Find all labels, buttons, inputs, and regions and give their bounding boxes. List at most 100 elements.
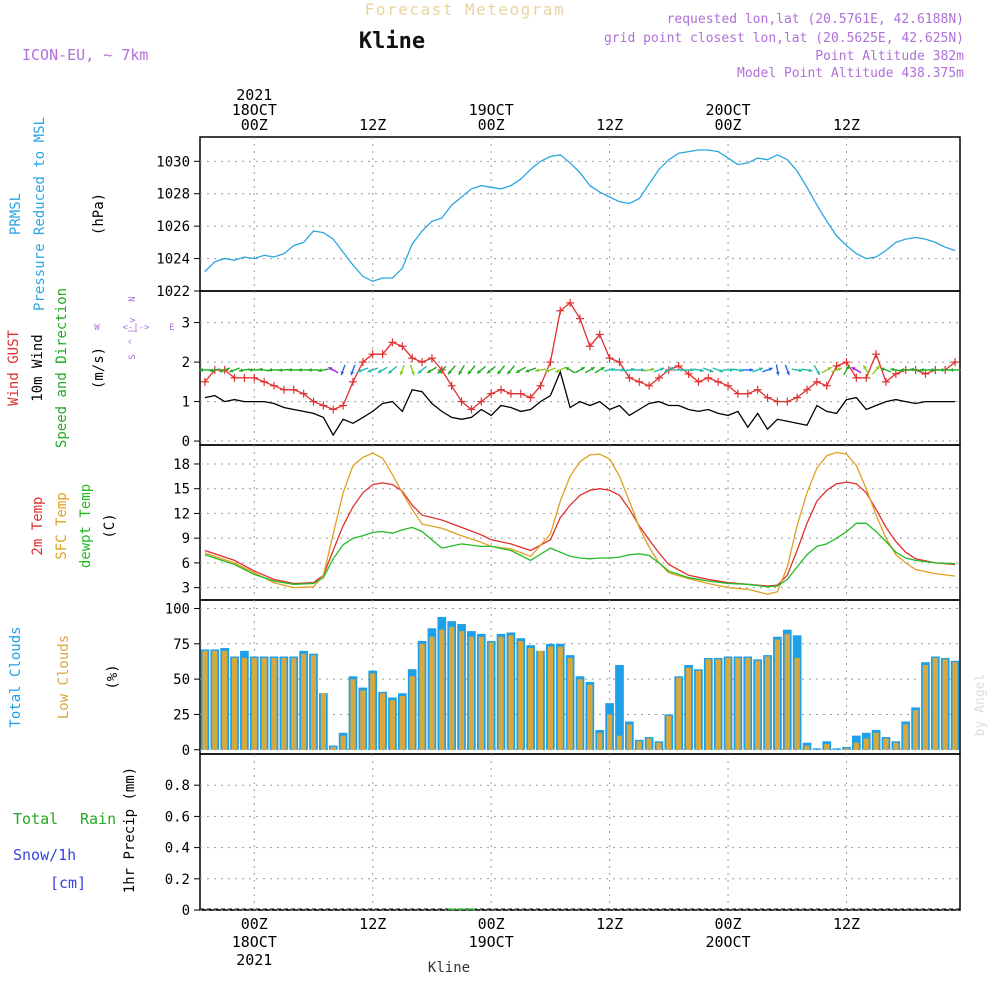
wind-arrow-head xyxy=(929,368,934,372)
wind-direction-arrow xyxy=(417,365,427,375)
wind-arrow-head xyxy=(417,369,422,374)
wind-ytick-label: 3 xyxy=(182,316,190,332)
gust-marker xyxy=(358,358,367,367)
wind-direction-arrow xyxy=(467,365,476,375)
low-cloud-bar xyxy=(685,667,692,750)
gust-marker xyxy=(921,369,930,378)
time-label-bottom: 19OCT xyxy=(469,933,514,951)
gust-marker xyxy=(457,397,466,406)
low-cloud-bar xyxy=(439,629,445,750)
wind-label-10m: 10m Wind xyxy=(30,334,46,401)
wind-arrow-head xyxy=(786,371,790,376)
gust-marker xyxy=(418,358,427,367)
pressure-label-prmsl: PRMSL xyxy=(8,193,24,235)
wind-arrow-head xyxy=(448,370,452,375)
wind-arrow-head xyxy=(749,368,754,372)
precip-ytick-label: 0.8 xyxy=(165,778,190,794)
wind-direction-arrow xyxy=(248,368,260,372)
wind-direction-arrow xyxy=(308,368,320,372)
wind-direction-arrow xyxy=(594,366,605,374)
pressure-ytick-label: 1028 xyxy=(156,187,190,203)
gust-marker xyxy=(497,385,506,394)
point-altitude: Point Altitude 382m xyxy=(815,49,964,64)
wind-direction-arrow xyxy=(350,364,356,376)
wind-arrow-head xyxy=(669,367,674,371)
wind-arrow-head xyxy=(650,367,655,372)
gust-marker xyxy=(348,377,357,386)
wind-arrow-head xyxy=(880,367,885,372)
wind-arrow-head xyxy=(939,368,944,372)
wind-direction-arrow xyxy=(554,367,566,373)
wind-direction-arrow xyxy=(653,367,665,373)
time-label-top: 2021 xyxy=(236,86,272,104)
low-cloud-bar xyxy=(577,679,583,750)
gust-marker xyxy=(477,397,486,406)
low-cloud-bar xyxy=(251,657,257,750)
wind-arrow-head xyxy=(910,367,914,372)
gust-marker xyxy=(852,373,861,382)
model-altitude: Model Point Altitude 438.375m xyxy=(737,66,964,81)
wind-arrow-head xyxy=(890,367,895,372)
low-cloud-bar xyxy=(676,677,682,750)
wind-direction-arrow xyxy=(437,365,447,375)
low-cloud-bar xyxy=(320,693,326,750)
wind-arrow-head xyxy=(590,367,595,371)
wind-direction-arrow xyxy=(458,364,465,376)
low-cloud-bar xyxy=(202,650,208,750)
wind-ytick-label: 1 xyxy=(182,395,190,411)
temp-label-2m: 2m Temp xyxy=(30,496,46,555)
wind-arrow-head xyxy=(719,368,724,373)
low-cloud-bar xyxy=(942,659,948,750)
wind-arrow-head xyxy=(248,368,253,372)
gust-marker xyxy=(388,338,397,347)
clouds-unit: (%) xyxy=(105,664,121,689)
wind-direction-arrow xyxy=(831,367,843,373)
wind-arrow-head xyxy=(680,368,685,372)
gust-marker xyxy=(733,389,742,398)
low-cloud-bar xyxy=(903,724,909,750)
wind-arrow-head xyxy=(340,371,345,376)
low-cloud-bar xyxy=(222,650,228,750)
temp-label-dewpt: dewpt Temp xyxy=(78,484,94,568)
low-cloud-bar xyxy=(340,735,346,750)
wind-arrow-head xyxy=(427,369,432,373)
low-cloud-bar xyxy=(607,714,613,750)
low-cloud-bar xyxy=(587,684,593,750)
low-cloud-bar xyxy=(912,710,919,750)
low-cloud-bar xyxy=(883,738,889,750)
low-cloud-bar xyxy=(212,650,218,750)
low-cloud-bar xyxy=(784,633,790,750)
wind-direction-arrow xyxy=(633,368,645,372)
time-label-top: 12Z xyxy=(359,116,386,134)
clouds-ytick-label: 0 xyxy=(182,743,190,759)
gust-marker xyxy=(694,377,703,386)
gust-marker xyxy=(753,385,762,394)
compass-ns-axis: ^ | v xyxy=(128,317,138,344)
wind-arrow-head xyxy=(507,370,512,375)
gust-marker xyxy=(832,362,841,371)
gust-marker xyxy=(427,354,436,363)
total-cloud-bar xyxy=(832,748,841,750)
wind-label-speed: Speed and Direction xyxy=(54,288,70,448)
wind-arrow-head xyxy=(900,368,904,372)
pressure-ytick-label: 1030 xyxy=(156,154,190,170)
wind-arrow-head xyxy=(621,368,625,372)
wind-direction-arrow xyxy=(298,368,310,372)
low-cloud-bar xyxy=(557,646,563,750)
compass-rose: N ^ | v S W <-|-> E xyxy=(94,296,174,359)
wind-direction-arrow xyxy=(317,368,329,373)
gust-marker xyxy=(724,381,733,390)
wind-direction-arrow xyxy=(268,368,280,372)
wind-direction-arrow xyxy=(565,366,576,374)
time-label-bottom: 00Z xyxy=(715,915,742,933)
temperature-line-sfc-temp xyxy=(204,451,956,595)
clouds-ytick-label: 50 xyxy=(173,672,190,688)
time-label-top: 19OCT xyxy=(469,101,514,119)
gust-marker xyxy=(368,350,377,359)
wind-direction-arrow xyxy=(613,368,625,372)
wind-direction-arrow xyxy=(534,368,547,373)
temperature-ytick-label: 3 xyxy=(182,581,190,597)
gust-marker xyxy=(743,389,752,398)
